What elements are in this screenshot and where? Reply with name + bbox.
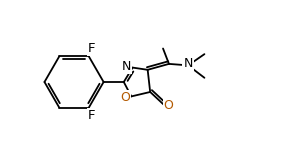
Text: F: F xyxy=(88,109,95,122)
Text: N: N xyxy=(184,57,193,70)
Text: O: O xyxy=(120,91,130,104)
Text: N: N xyxy=(122,60,131,73)
Text: O: O xyxy=(164,99,173,112)
Text: F: F xyxy=(88,42,95,55)
